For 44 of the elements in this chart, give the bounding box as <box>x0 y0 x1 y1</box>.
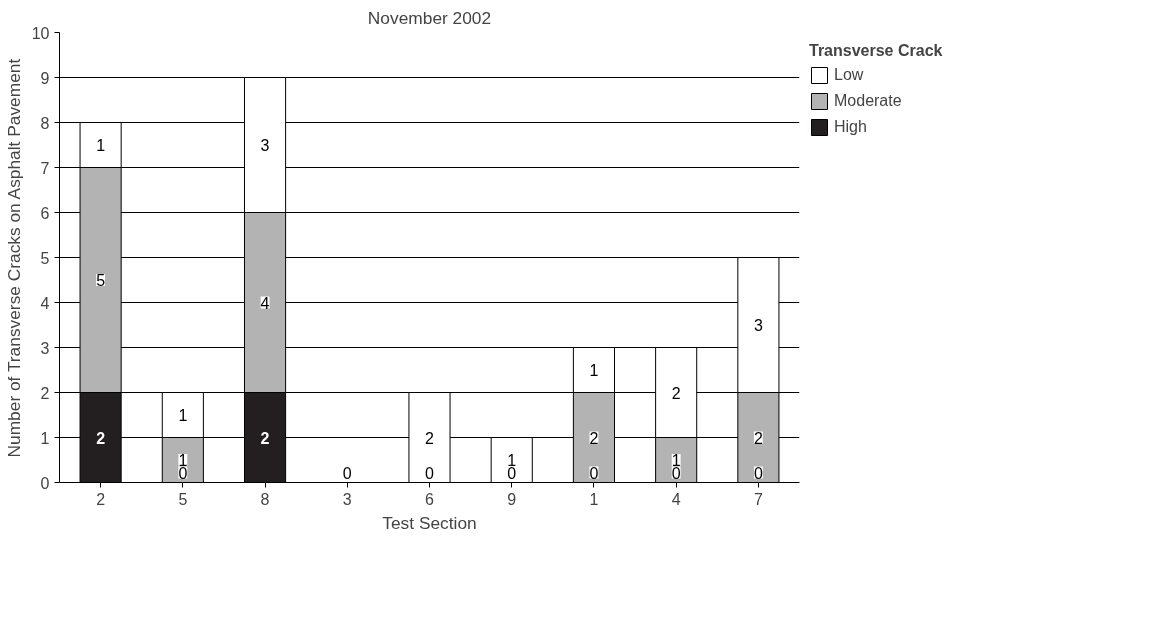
y-tick-label: 2 <box>40 384 50 402</box>
x-tick-label: 4 <box>671 490 681 508</box>
y-tick-label: 3 <box>40 339 50 357</box>
x-tick-label: 1 <box>589 490 599 508</box>
data-label: 0 <box>753 464 763 482</box>
data-label: 1 <box>178 407 188 424</box>
chart-title: November 2002 <box>367 7 492 28</box>
data-label: 5 <box>96 272 106 289</box>
y-tick-label: 7 <box>40 159 50 177</box>
y-tick-label: 6 <box>40 204 50 222</box>
x-tick-label: 5 <box>178 490 188 508</box>
data-label: 2 <box>425 429 435 447</box>
data-label: 0 <box>589 464 599 482</box>
data-label: 2 <box>671 384 681 402</box>
y-tick-label: 10 <box>31 24 50 42</box>
y-tick-label: 1 <box>40 429 50 447</box>
data-label: 1 <box>589 362 599 379</box>
data-label: 3 <box>260 137 270 154</box>
legend-label: Moderate <box>834 92 902 110</box>
x-tick-label: 3 <box>342 490 352 508</box>
legend-label: Low <box>834 66 864 84</box>
y-tick-label: 9 <box>40 69 50 87</box>
x-tick-label: 6 <box>425 490 435 508</box>
x-axis-title: Test Section <box>382 512 477 533</box>
data-label: 0 <box>342 464 352 482</box>
data-label: 2 <box>260 429 270 447</box>
data-label: 2 <box>589 429 599 447</box>
data-label: 2 <box>96 429 106 447</box>
y-tick-label: 0 <box>40 474 50 492</box>
data-label: 2 <box>753 429 763 447</box>
x-tick-label: 2 <box>96 490 106 508</box>
y-tick-label: 8 <box>40 114 50 132</box>
legend-title: Transverse Crack <box>809 42 943 60</box>
data-label: 1 <box>96 137 106 154</box>
x-tick-label: 9 <box>507 490 517 508</box>
legend-label: High <box>834 118 867 136</box>
x-tick-label: 8 <box>260 490 270 508</box>
data-label: 4 <box>260 294 270 312</box>
x-tick-label: 7 <box>753 490 763 508</box>
data-label: 3 <box>753 317 763 334</box>
data-label: 0 <box>425 464 435 482</box>
y-axis-title: Number of Transverse Cracks on Asphalt Pavement <box>3 58 24 458</box>
y-tick-label: 4 <box>40 294 50 312</box>
y-tick-label: 5 <box>40 249 50 267</box>
